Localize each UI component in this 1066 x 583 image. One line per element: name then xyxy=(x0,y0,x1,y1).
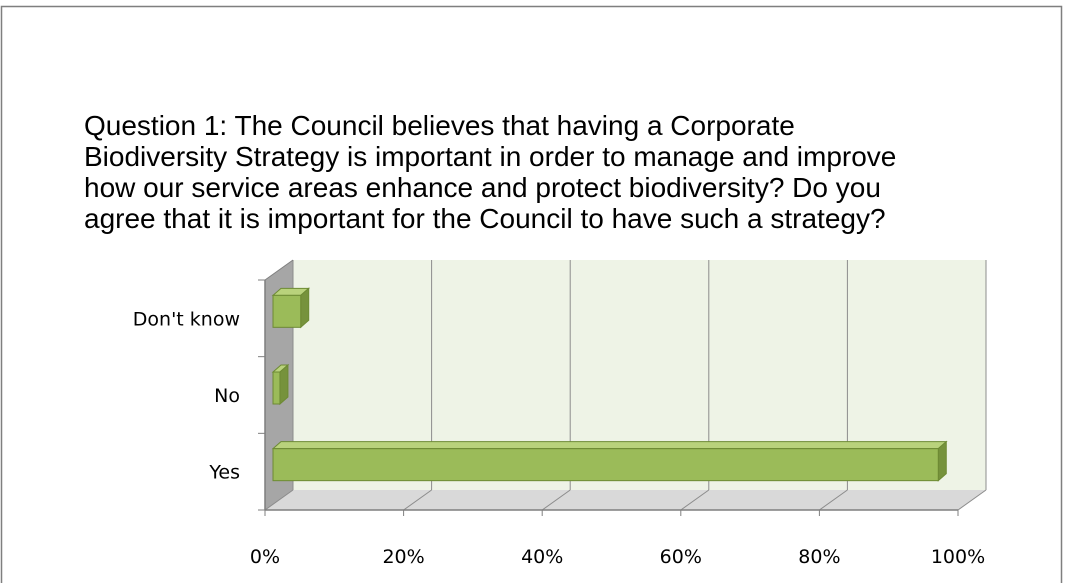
gridline-floor xyxy=(264,489,294,511)
category-labels: Yes No Don't know xyxy=(133,308,240,483)
x-tick-label: 80% xyxy=(798,546,840,568)
bar-front xyxy=(272,448,939,482)
bar xyxy=(271,363,290,406)
axes xyxy=(258,259,959,516)
bar xyxy=(271,440,948,482)
category-label: Yes xyxy=(208,462,240,484)
gridline-floor xyxy=(403,489,432,511)
bar xyxy=(271,287,311,329)
tick-labels: 0% 20% 40% 60% 80% 100% xyxy=(250,546,985,568)
gridline-floor xyxy=(957,489,987,511)
y-axis-top-edge xyxy=(264,259,294,281)
chart-title: Question 1: The Council believes that ha… xyxy=(84,110,897,234)
bar-front xyxy=(272,371,281,405)
gridline-floor xyxy=(680,489,710,511)
bar-side xyxy=(937,440,947,482)
plot-back-wall xyxy=(293,260,986,490)
x-tick-label: 40% xyxy=(521,546,563,568)
category-label: No xyxy=(214,385,240,407)
x-tick-label: 0% xyxy=(250,546,280,568)
bar-top xyxy=(271,441,948,450)
gridline-floor xyxy=(819,489,848,511)
category-label: Don't know xyxy=(133,308,240,330)
bars xyxy=(271,287,948,482)
gridline-floor xyxy=(541,489,571,511)
x-tick-label: 60% xyxy=(660,546,702,568)
chart-border xyxy=(0,5,1063,583)
x-tick-label: 20% xyxy=(382,546,424,568)
x-tick-label: 100% xyxy=(931,546,985,568)
bar-front xyxy=(272,294,302,328)
bar-side xyxy=(279,363,289,406)
bar-side xyxy=(300,287,310,329)
plot-floor xyxy=(265,490,986,510)
